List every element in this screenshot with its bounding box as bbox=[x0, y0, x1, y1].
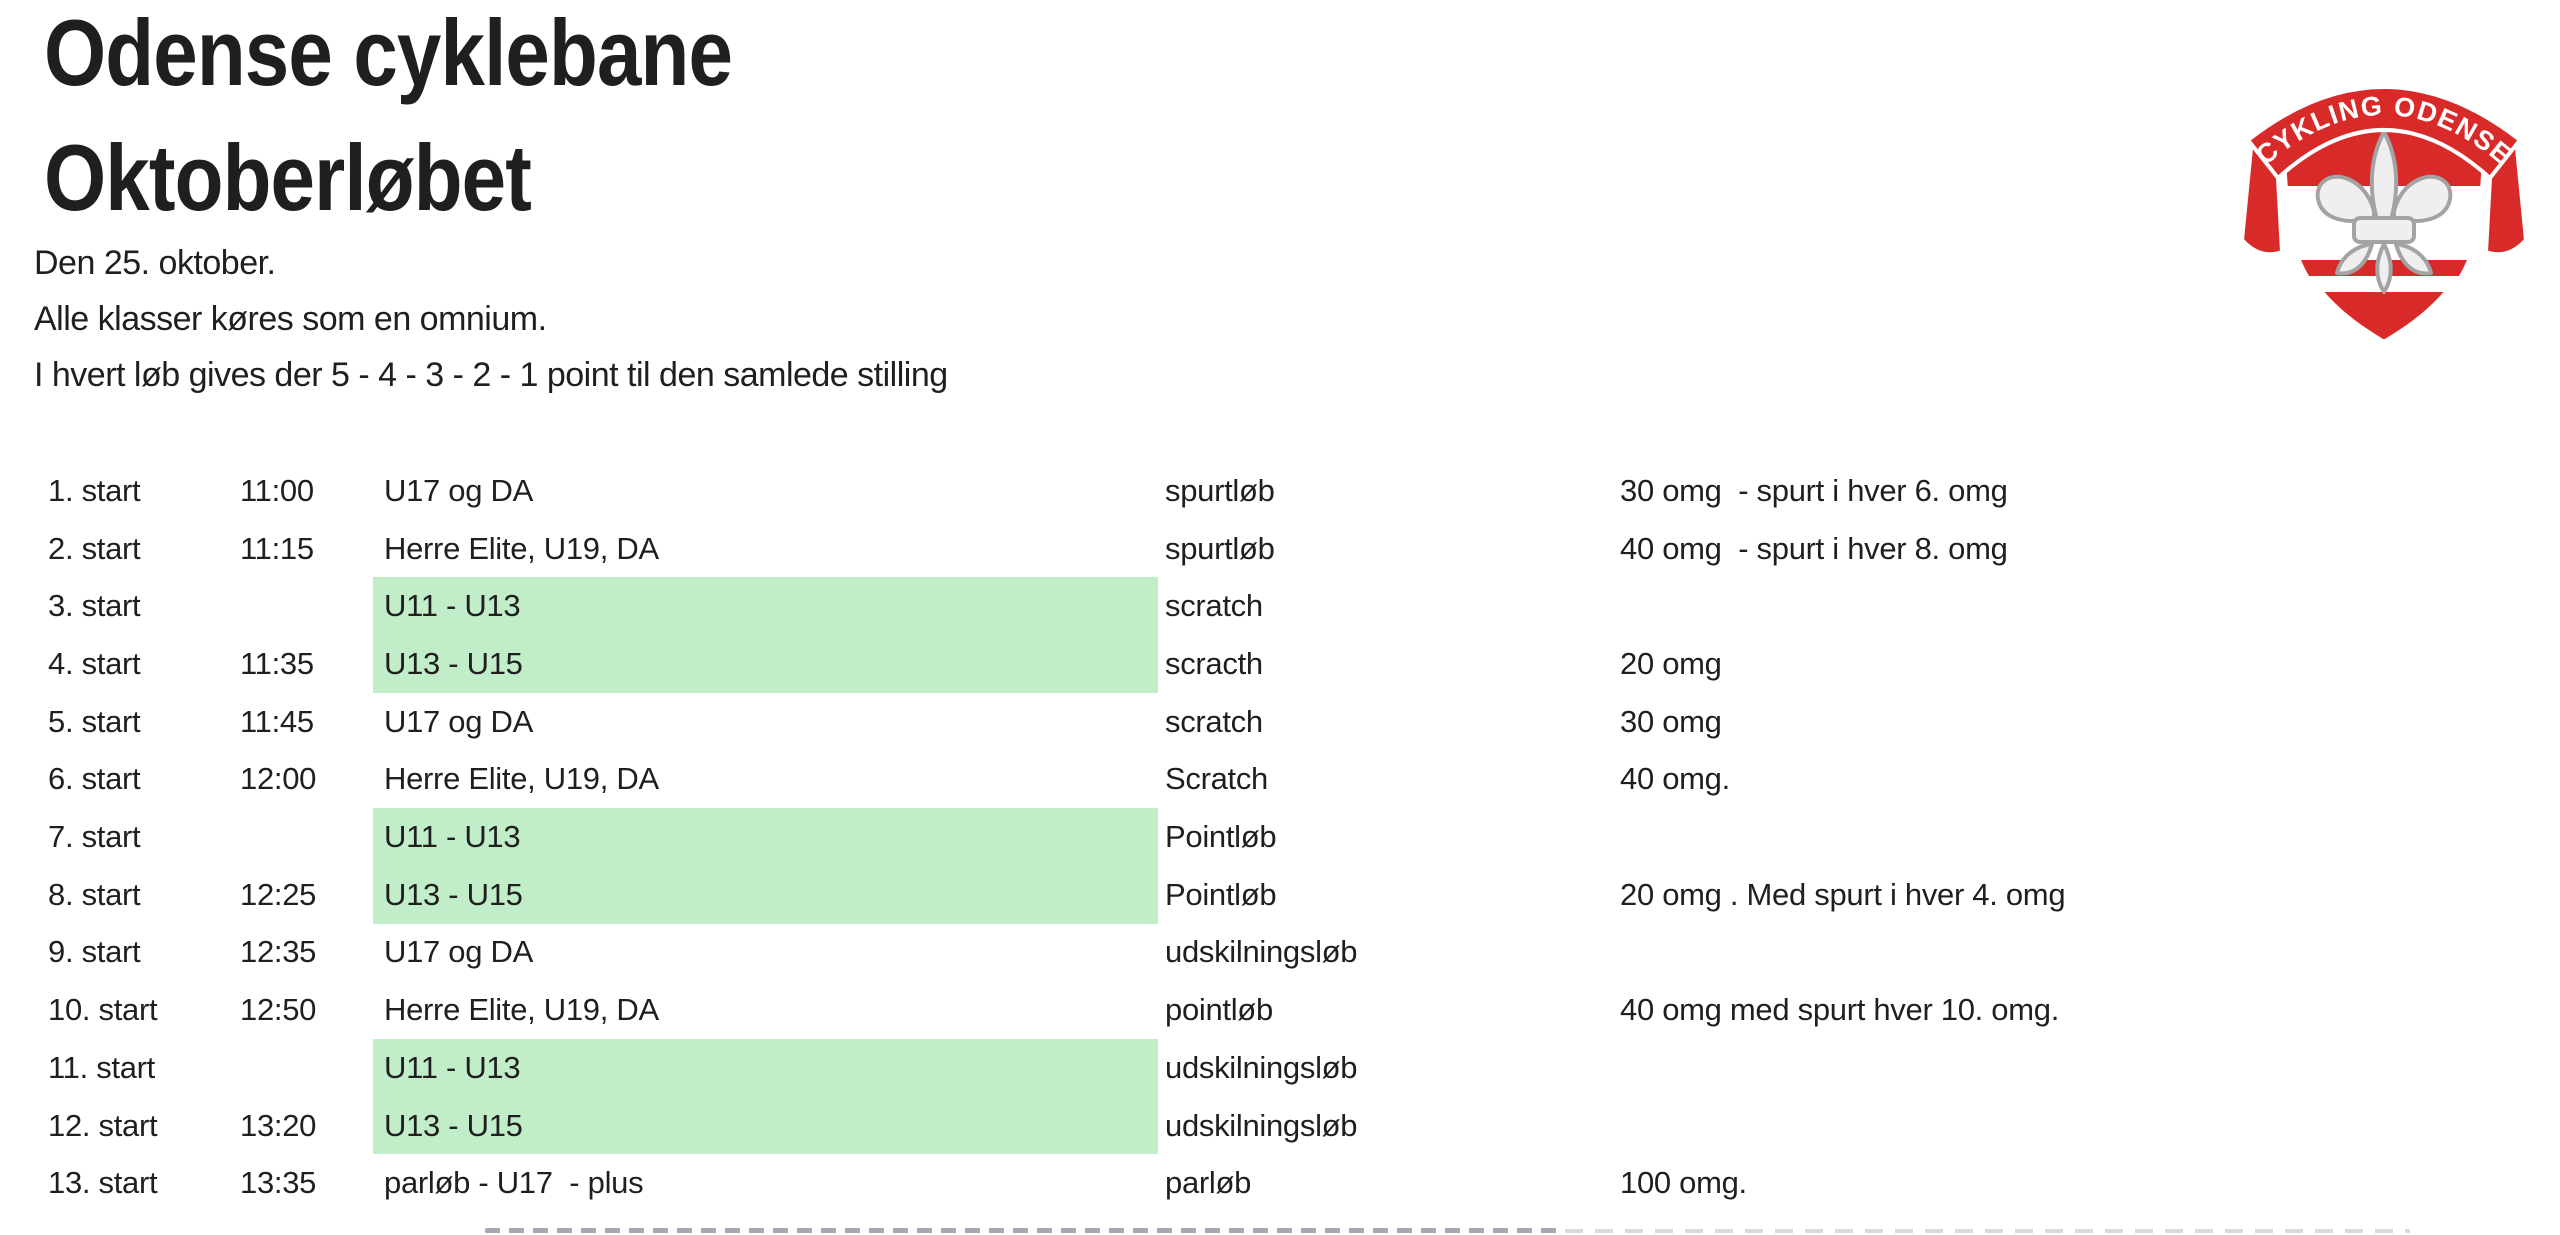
class-cell: U11 - U13 bbox=[384, 1049, 521, 1085]
time-cell: 11:15 bbox=[240, 530, 314, 566]
omnium-line: Alle klasser køres som en omnium. bbox=[34, 300, 547, 338]
table-row: 13. start 13:35 parløb - U17 - plus parl… bbox=[0, 1154, 2560, 1212]
details-cell: 20 omg bbox=[1620, 645, 1722, 681]
start-cell: 4. start bbox=[48, 645, 141, 681]
race-cell: Scratch bbox=[1165, 761, 1268, 797]
race-cell: udskilningsløb bbox=[1165, 1049, 1358, 1085]
table-row: 2. start 11:15 Herre Elite, U19, DA spur… bbox=[0, 520, 2560, 578]
race-cell: Pointløb bbox=[1165, 819, 1277, 855]
race-cell: parløb bbox=[1165, 1165, 1252, 1201]
race-cell: udskilningsløb bbox=[1165, 934, 1358, 970]
class-cell-highlight bbox=[373, 635, 1158, 693]
class-cell-highlight bbox=[373, 577, 1158, 636]
table-row: 7. start U11 - U13 Pointløb bbox=[0, 808, 2560, 866]
table-row: 1. start 11:00 U17 og DA spurtløb 30 omg… bbox=[0, 462, 2560, 520]
race-cell: scratch bbox=[1165, 588, 1263, 624]
start-cell: 8. start bbox=[48, 876, 141, 912]
cropped-text-artifact-faint bbox=[1565, 1229, 2410, 1233]
time-cell: 11:45 bbox=[240, 703, 314, 739]
start-cell: 10. start bbox=[48, 992, 158, 1028]
table-row: 6. start 12:00 Herre Elite, U19, DA Scra… bbox=[0, 751, 2560, 809]
time-cell: 12:00 bbox=[240, 761, 317, 797]
table-row: 10. start 12:50 Herre Elite, U19, DA poi… bbox=[0, 981, 2560, 1039]
class-cell-highlight bbox=[373, 1039, 1158, 1097]
start-cell: 11. start bbox=[48, 1049, 155, 1085]
table-row: 3. start U11 - U13 scratch bbox=[0, 577, 2560, 636]
class-cell-highlight bbox=[373, 1096, 1158, 1155]
table-row: 4. start 11:35 U13 - U15 scracth 20 omg bbox=[0, 635, 2560, 693]
class-cell: U17 og DA bbox=[384, 472, 533, 508]
class-cell-highlight bbox=[373, 808, 1158, 866]
race-cell: pointløb bbox=[1165, 992, 1273, 1028]
start-cell: 1. start bbox=[48, 472, 141, 508]
table-row: 9. start 12:35 U17 og DA udskilningsløb bbox=[0, 924, 2560, 982]
time-cell: 12:50 bbox=[240, 992, 317, 1028]
details-cell: 40 omg med spurt hver 10. omg. bbox=[1620, 992, 2060, 1028]
details-cell: 30 omg - spurt i hver 6. omg bbox=[1620, 472, 2008, 508]
time-cell: 11:35 bbox=[240, 645, 314, 681]
fleur-de-lis-icon bbox=[2315, 130, 2453, 294]
time-cell: 12:25 bbox=[240, 876, 317, 912]
class-cell: U13 - U15 bbox=[384, 645, 523, 681]
points-line: I hvert løb gives der 5 - 4 - 3 - 2 - 1 … bbox=[34, 356, 948, 394]
race-cell: spurtløb bbox=[1165, 530, 1275, 566]
details-cell: 20 omg . Med spurt i hver 4. omg bbox=[1620, 876, 2066, 912]
page-title: Odense cyklebane bbox=[44, 0, 733, 105]
start-cell: 6. start bbox=[48, 761, 141, 797]
race-cell: udskilningsløb bbox=[1165, 1107, 1358, 1143]
cropped-text-artifact bbox=[485, 1228, 1565, 1233]
race-cell: scracth bbox=[1165, 645, 1263, 681]
start-cell: 7. start bbox=[48, 819, 141, 855]
class-cell: Herre Elite, U19, DA bbox=[384, 992, 659, 1028]
class-cell: parløb - U17 - plus bbox=[384, 1165, 644, 1201]
class-cell: Herre Elite, U19, DA bbox=[384, 530, 659, 566]
class-cell: U13 - U15 bbox=[384, 1107, 523, 1143]
class-cell: Herre Elite, U19, DA bbox=[384, 761, 659, 797]
time-cell: 13:20 bbox=[240, 1107, 317, 1143]
race-cell: scratch bbox=[1165, 703, 1263, 739]
table-row: 12. start 13:20 U13 - U15 udskilningsløb bbox=[0, 1096, 2560, 1155]
class-cell: U17 og DA bbox=[384, 934, 533, 970]
start-cell: 12. start bbox=[48, 1107, 158, 1143]
start-cell: 13. start bbox=[48, 1165, 158, 1201]
time-cell: 13:35 bbox=[240, 1165, 317, 1201]
start-cell: 5. start bbox=[48, 703, 141, 739]
start-cell: 2. start bbox=[48, 530, 141, 566]
race-schedule-table: 1. start 11:00 U17 og DA spurtløb 30 omg… bbox=[0, 462, 2560, 1214]
time-cell: 12:35 bbox=[240, 934, 317, 970]
class-cell: U17 og DA bbox=[384, 703, 533, 739]
details-cell: 40 omg - spurt i hver 8. omg bbox=[1620, 530, 2008, 566]
class-cell: U13 - U15 bbox=[384, 876, 523, 912]
class-cell: U11 - U13 bbox=[384, 588, 521, 624]
table-row: 5. start 11:45 U17 og DA scratch 30 omg bbox=[0, 693, 2560, 751]
details-cell: 40 omg. bbox=[1620, 761, 1730, 797]
start-cell: 3. start bbox=[48, 588, 141, 624]
cykling-odense-logo: CYKLING ODENSE bbox=[2239, 85, 2529, 347]
table-row: 8. start 12:25 U13 - U15 Pointløb 20 omg… bbox=[0, 865, 2560, 924]
table-row: 11. start U11 - U13 udskilningsløb bbox=[0, 1039, 2560, 1097]
race-cell: spurtløb bbox=[1165, 472, 1275, 508]
date-line: Den 25. oktober. bbox=[34, 244, 276, 282]
race-cell: Pointløb bbox=[1165, 876, 1277, 912]
class-cell: U11 - U13 bbox=[384, 819, 521, 855]
page-subtitle-title: Oktoberløbet bbox=[44, 125, 532, 230]
class-cell-highlight bbox=[373, 865, 1158, 924]
details-cell: 100 omg. bbox=[1620, 1165, 1747, 1201]
start-cell: 9. start bbox=[48, 934, 141, 970]
time-cell: 11:00 bbox=[240, 472, 314, 508]
details-cell: 30 omg bbox=[1620, 703, 1722, 739]
banner-ribbon-tails bbox=[2239, 132, 2529, 257]
